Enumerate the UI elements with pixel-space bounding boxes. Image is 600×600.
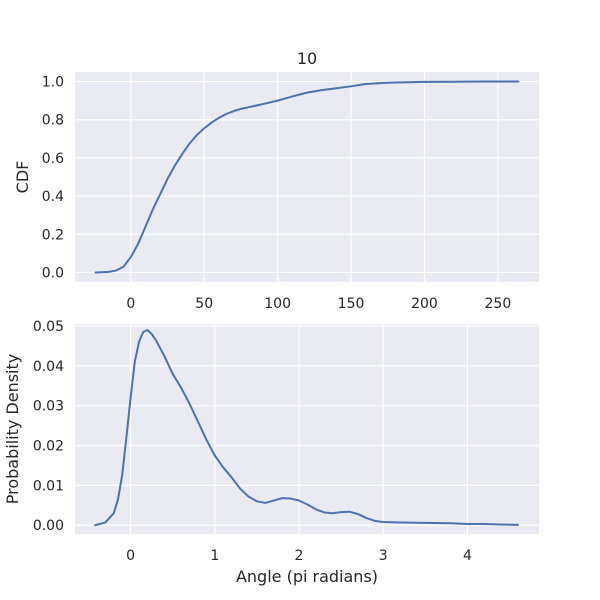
cdf-x-tick-label: 0 bbox=[126, 296, 135, 312]
cdf-y-tick-label: 0.6 bbox=[42, 151, 64, 167]
pdf-ticks: 0 1 2 3 4 0.00 0.01 0.02 0.03 0.04 0.05 bbox=[33, 319, 472, 564]
pdf-y-tick-label: 0.04 bbox=[33, 359, 64, 375]
cdf-plot-area bbox=[75, 72, 539, 282]
cdf-y-tick-label: 0.0 bbox=[42, 265, 64, 281]
pdf-x-axis-label: Angle (pi radians) bbox=[236, 567, 378, 586]
pdf-y-tick-label: 0.01 bbox=[33, 478, 64, 494]
pdf-x-tick-label: 4 bbox=[463, 548, 472, 564]
cdf-series-line bbox=[94, 80, 520, 274]
cdf-x-tick-label: 50 bbox=[195, 296, 213, 312]
cdf-chart-title: 10 bbox=[297, 49, 317, 68]
cdf-x-tick-label: 200 bbox=[411, 296, 438, 312]
pdf-y-tick-label: 0.05 bbox=[33, 319, 64, 335]
cdf-y-tick-label: 0.2 bbox=[42, 227, 64, 243]
cdf-y-tick-label: 0.4 bbox=[42, 189, 64, 205]
pdf-series-line bbox=[94, 328, 519, 527]
pdf-x-tick-label: 3 bbox=[379, 548, 388, 564]
pdf-x-tick-label: 2 bbox=[295, 548, 304, 564]
cdf-x-tick-label: 250 bbox=[485, 296, 512, 312]
cdf-x-tick-label: 100 bbox=[264, 296, 291, 312]
pdf-plot-area bbox=[75, 324, 539, 534]
pdf-y-tick-label: 0.03 bbox=[33, 399, 64, 415]
cdf-grid bbox=[75, 72, 539, 282]
pdf-y-tick-label: 0.02 bbox=[33, 439, 64, 455]
pdf-grid bbox=[75, 324, 539, 534]
cdf-y-tick-label: 1.0 bbox=[42, 75, 64, 91]
cdf-ticks: 0 50 100 150 200 250 0.0 0.2 0.4 0.6 0.8 1.0 bbox=[42, 75, 512, 312]
pdf-panel: 0 1 2 3 4 0.00 0.01 0.02 0.03 0.04 0.05 Angle (pi … bbox=[3, 319, 539, 586]
cdf-y-tick-label: 0.8 bbox=[42, 113, 64, 129]
cdf-panel: 0 50 100 150 200 250 0.0 0.2 0.4 0.6 0.8 1.0 10 CDF bbox=[13, 49, 539, 312]
cdf-x-tick-label: 150 bbox=[338, 296, 365, 312]
pdf-y-axis-label: Probability Density bbox=[3, 354, 22, 505]
pdf-series-group bbox=[94, 328, 519, 527]
pdf-y-tick-label: 0.00 bbox=[33, 518, 64, 534]
cdf-series-group bbox=[94, 80, 520, 274]
cdf-y-axis-label: CDF bbox=[13, 161, 32, 194]
pdf-x-tick-label: 0 bbox=[126, 548, 135, 564]
pdf-x-tick-label: 1 bbox=[210, 548, 219, 564]
